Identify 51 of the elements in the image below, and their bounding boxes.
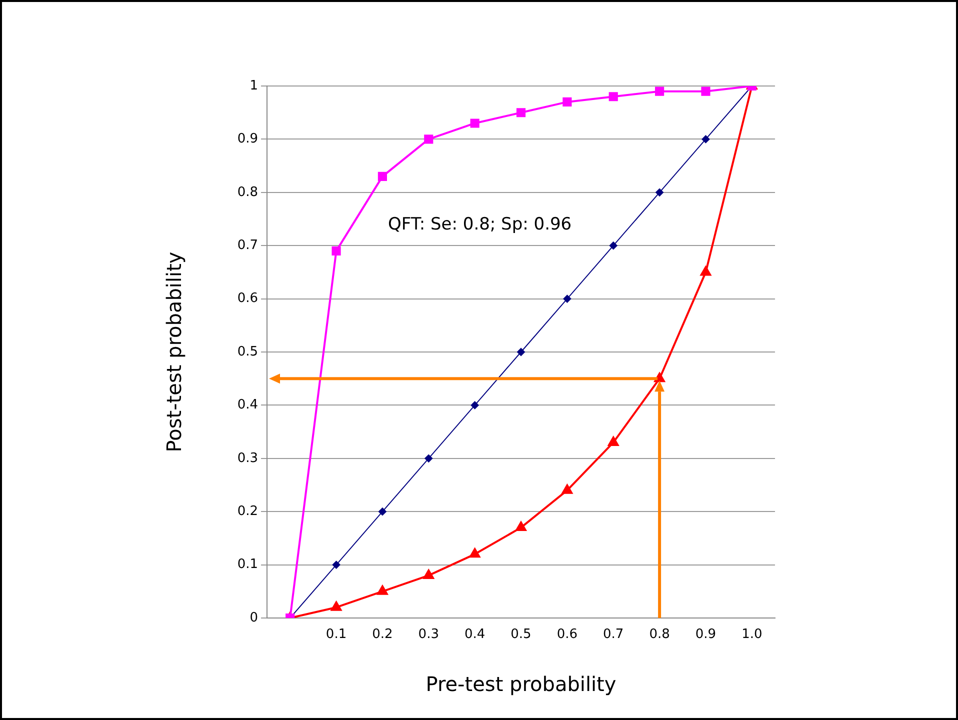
- y-tick-label: 0.5: [237, 344, 258, 360]
- point: [700, 266, 712, 276]
- point: [517, 348, 525, 356]
- x-tick-label: 1.0: [742, 627, 762, 642]
- point: [516, 522, 526, 532]
- x-tick-label: 0.3: [418, 627, 439, 642]
- y-tick-label: 0: [250, 610, 258, 626]
- x-axis-title: Pre-test probability: [426, 672, 616, 696]
- x-tick-label: 0.8: [649, 627, 670, 642]
- point: [470, 118, 480, 128]
- y-tick-label: 0.8: [237, 184, 258, 200]
- x-tick-label: 0.5: [510, 627, 532, 642]
- point: [701, 86, 710, 96]
- point: [424, 134, 434, 144]
- annotation: QFT: Se: 0.8; Sp: 0.96: [388, 214, 572, 234]
- x-tick-label: 0.6: [556, 627, 578, 642]
- y-tick-label: 1: [250, 78, 258, 94]
- y-tick-label: 0.9: [237, 132, 258, 147]
- point: [332, 246, 341, 256]
- point: [470, 401, 479, 410]
- point: [656, 188, 664, 196]
- x-tick-label: 0.9: [695, 627, 716, 642]
- point: [469, 548, 480, 558]
- point: [378, 508, 386, 516]
- y-tick-label: 0.6: [237, 291, 258, 306]
- point: [702, 135, 710, 144]
- x-tick-label: 0.7: [603, 627, 624, 642]
- y-tick-label: 0.1: [237, 557, 258, 572]
- point: [563, 294, 572, 303]
- point: [377, 585, 388, 595]
- x-tick-label: 0.1: [326, 627, 347, 642]
- point: [378, 172, 387, 181]
- y-tick-label: 0.2: [237, 504, 258, 519]
- point: [654, 372, 665, 382]
- y-tick-label: 0.7: [237, 238, 258, 253]
- y-tick-label: 0.4: [237, 398, 258, 413]
- point: [562, 97, 572, 106]
- x-tick-label: 0.2: [372, 627, 393, 642]
- point: [655, 86, 664, 96]
- y-axis-title: Post-test probability: [162, 252, 186, 452]
- x-tick-label: 0.4: [464, 627, 486, 642]
- point: [424, 454, 433, 462]
- point: [608, 92, 618, 102]
- point: [423, 569, 434, 579]
- point: [562, 484, 573, 494]
- y-tick-label: 0.3: [237, 450, 258, 466]
- point: [608, 436, 619, 446]
- point: [332, 560, 340, 569]
- point: [330, 601, 342, 611]
- point: [609, 242, 618, 250]
- point: [516, 108, 526, 118]
